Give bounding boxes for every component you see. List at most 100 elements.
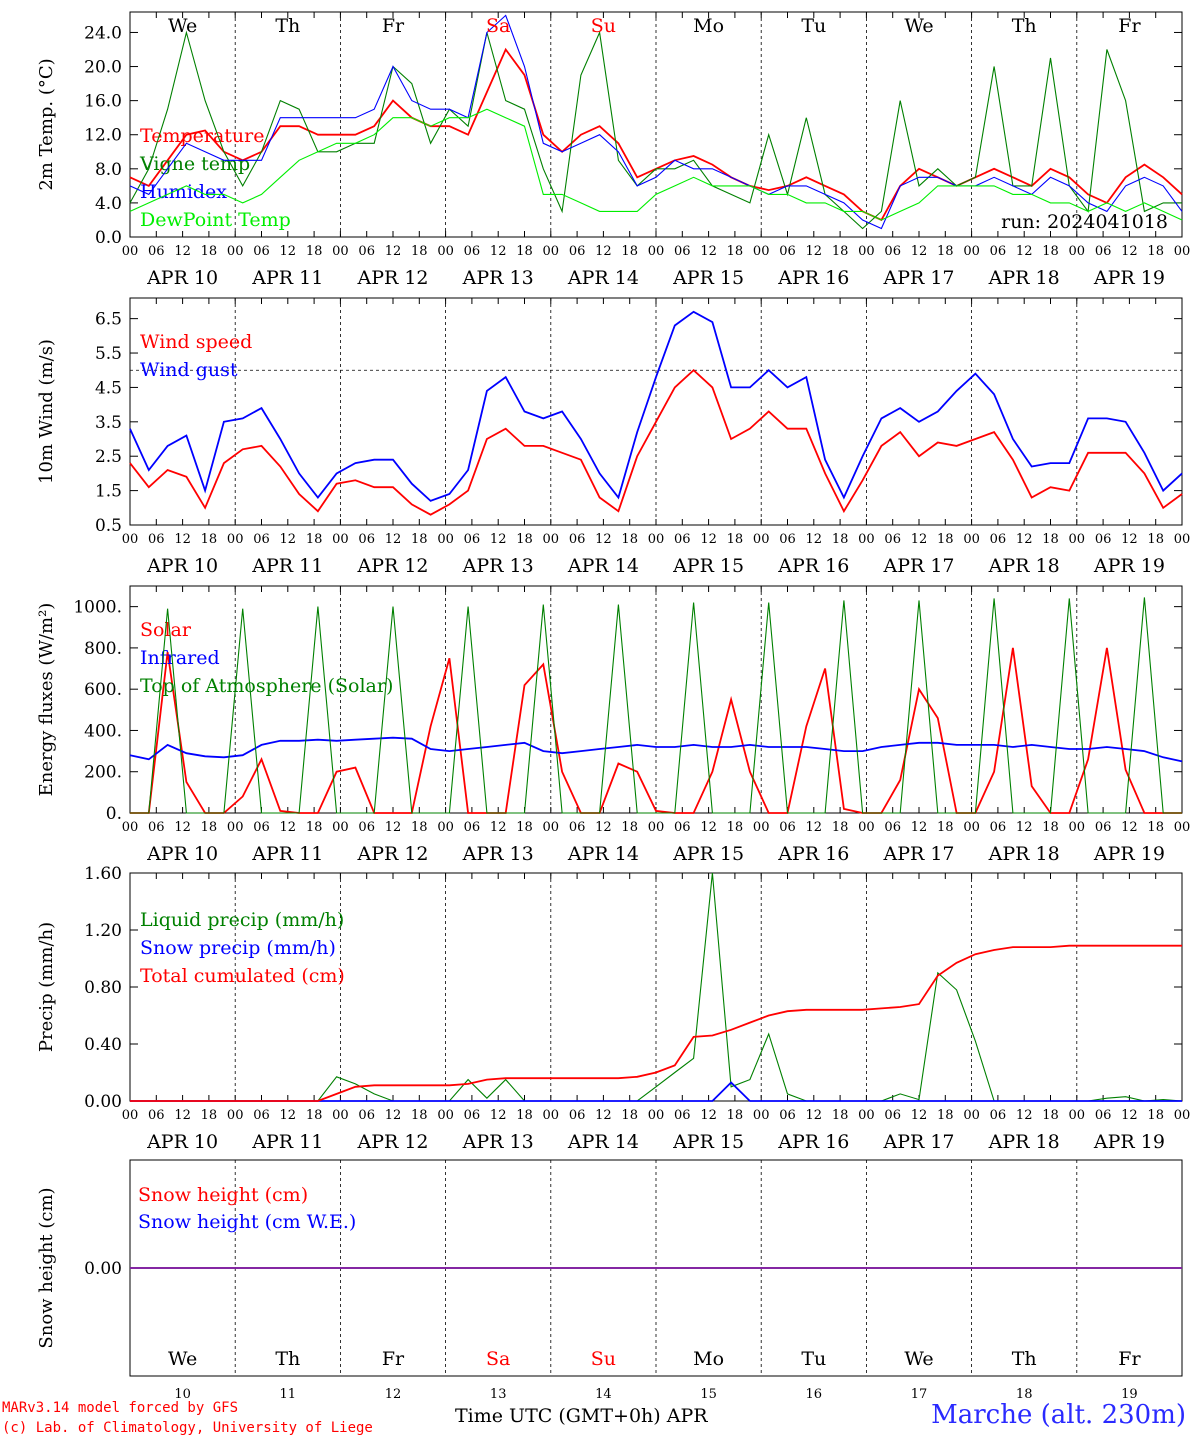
x-tick-label: 18: [832, 244, 849, 259]
y-tick-label: 16.0: [84, 92, 122, 112]
date-label: APR 19: [1093, 267, 1165, 289]
weekday-label: Mo: [693, 15, 724, 37]
legend-blue: Infrared: [140, 647, 220, 669]
x-tick-label: 18: [937, 1108, 954, 1123]
x-tick-label: 00: [1069, 244, 1086, 259]
x-tick-label: 00: [858, 820, 875, 835]
x-tick-label: 06: [358, 820, 375, 835]
x-tick-label: 06: [779, 244, 796, 259]
date-label: APR 17: [882, 267, 954, 289]
y-tick-label: 24.0: [84, 23, 122, 43]
x-tick-label: 12: [595, 244, 612, 259]
day-number: 17: [911, 1387, 928, 1402]
day-number: 10: [174, 1387, 191, 1402]
date-label: APR 16: [777, 555, 849, 577]
weekday-label: We: [168, 15, 197, 37]
y-axis-label: Snow height (cm): [36, 1187, 57, 1348]
x-tick-label: 00: [122, 244, 139, 259]
weekday-label: We: [904, 15, 933, 37]
date-label: APR 10: [146, 1131, 218, 1153]
x-tick-label: 00: [1174, 1108, 1191, 1123]
x-tick-label: 06: [674, 820, 691, 835]
x-tick-label: 18: [621, 1108, 638, 1123]
x-tick-label: 06: [779, 820, 796, 835]
x-tick-label: 18: [306, 532, 323, 547]
x-tick-label: 12: [490, 244, 507, 259]
x-tick-label: 00: [437, 1108, 454, 1123]
x-tick-label: 00: [648, 532, 665, 547]
x-tick-label: 06: [464, 820, 481, 835]
x-tick-label: 18: [832, 820, 849, 835]
x-tick-label: 12: [385, 532, 402, 547]
x-tick-label: 00: [332, 532, 349, 547]
date-label: APR 13: [462, 1131, 534, 1153]
x-tick-label: 18: [411, 244, 428, 259]
x-tick-label: 00: [437, 532, 454, 547]
x-tick-label: 06: [253, 244, 270, 259]
x-tick-label: 12: [1016, 532, 1033, 547]
x-tick-label: 18: [201, 244, 218, 259]
x-tick-label: 18: [1042, 820, 1059, 835]
x-tick-label: 18: [411, 820, 428, 835]
x-tick-label: 18: [516, 532, 533, 547]
x-tick-label: 00: [963, 820, 980, 835]
x-tick-label: 00: [963, 244, 980, 259]
panel-5: 0.00 Snow height (cm) Snow height (cm) Snow…: [36, 1159, 1183, 1402]
date-label: APR 17: [882, 1131, 954, 1153]
x-tick-label: 12: [700, 1108, 717, 1123]
y-axis-label: Energy fluxes (W/m²): [36, 603, 57, 797]
weekday-label: Th: [1012, 15, 1037, 37]
x-tick-label: 12: [700, 820, 717, 835]
y-tick-label: 8.0: [95, 160, 122, 180]
x-tick-label: 12: [280, 1108, 297, 1123]
x-tick-label: 06: [569, 820, 586, 835]
model-credit: MARv3.14 model forced by GFS: [2, 1400, 239, 1416]
legend-green: Vigne temp: [139, 153, 250, 175]
x-tick-label: 00: [332, 1108, 349, 1123]
weekday-label: Th: [1012, 1348, 1037, 1370]
x-tick-label: 12: [911, 820, 928, 835]
x-tick-label: 12: [174, 532, 191, 547]
x-tick-label: 06: [674, 244, 691, 259]
x-tick-label: 12: [385, 1108, 402, 1123]
x-tick-label: 06: [358, 532, 375, 547]
x-tick-label: 12: [490, 1108, 507, 1123]
x-tick-label: 18: [411, 1108, 428, 1123]
panel-1: 00 06 12 18 00 06 12 18 00 06 12 18 00 06 12 18 00 06 12 18…: [36, 11, 1190, 289]
legend-blue: Snow precip (mm/h): [140, 937, 336, 959]
legend-green: Liquid precip (mm/h): [140, 909, 344, 931]
y-tick-label: 5.5: [95, 344, 122, 364]
date-label: APR 16: [777, 1131, 849, 1153]
x-tick-label: 12: [700, 532, 717, 547]
date-label: APR 11: [251, 843, 323, 865]
day-number: 13: [490, 1387, 507, 1402]
x-tick-label: 06: [253, 532, 270, 547]
weekday-label: Tu: [801, 1348, 826, 1370]
x-tick-label: 18: [516, 244, 533, 259]
weekday-label: We: [904, 1348, 933, 1370]
panel-4: 00 06 12 18 00 06 12 18 00 06 12 18 00 06 12 18 00 06 12 18…: [36, 864, 1190, 1153]
x-tick-label: 18: [1147, 1108, 1164, 1123]
series-line-blue: [129, 14, 1183, 230]
legend-red: Temperature: [140, 125, 264, 147]
x-tick-label: 12: [174, 1108, 191, 1123]
x-tick-label: 12: [595, 820, 612, 835]
weekday-label: We: [168, 1348, 197, 1370]
x-tick-label: 00: [963, 1108, 980, 1123]
y-tick-label: 0.00: [84, 1092, 122, 1112]
day-number: 18: [1016, 1387, 1033, 1402]
x-tick-label: 00: [858, 244, 875, 259]
x-tick-label: 12: [1121, 244, 1138, 259]
x-tick-label: 12: [700, 244, 717, 259]
x-tick-label: 18: [516, 820, 533, 835]
x-tick-label: 06: [1095, 244, 1112, 259]
x-tick-label: 06: [358, 244, 375, 259]
x-tick-label: 18: [621, 244, 638, 259]
weekday-label: Fr: [1118, 1348, 1141, 1370]
date-label: APR 14: [567, 267, 639, 289]
weekday-label: Sa: [486, 1348, 510, 1370]
x-tick-label: 12: [174, 244, 191, 259]
date-label: APR 11: [251, 555, 323, 577]
x-tick-label: 12: [490, 820, 507, 835]
x-tick-label: 06: [148, 532, 165, 547]
